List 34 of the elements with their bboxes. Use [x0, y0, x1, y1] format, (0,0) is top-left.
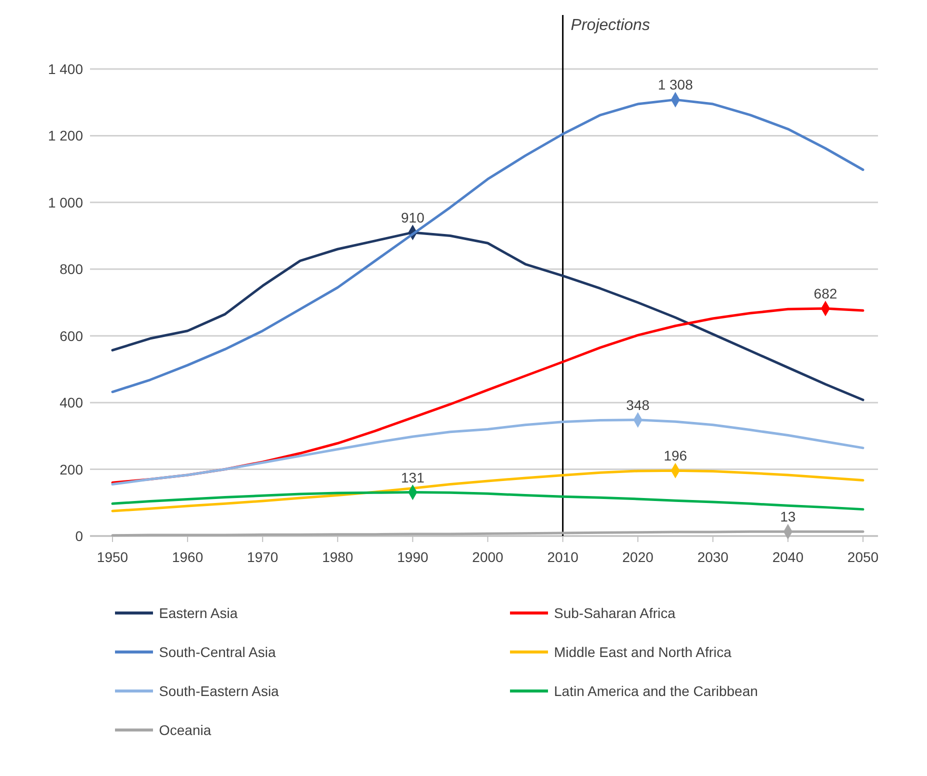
x-tick-label: 1970: [247, 549, 278, 565]
legend-label: Middle East and North Africa: [554, 644, 732, 660]
y-tick-label: 0: [75, 528, 84, 544]
data-label: 910: [401, 209, 425, 226]
x-tick-label: 2000: [472, 549, 504, 565]
y-tick-label: 400: [60, 394, 84, 411]
ref-line-label: Projections: [570, 17, 650, 34]
x-tick-label: 2010: [547, 549, 579, 565]
y-tick-label: 1 200: [48, 128, 84, 144]
data-label: 13: [780, 508, 796, 525]
y-tick-label: 1 000: [48, 194, 84, 210]
data-label: 348: [626, 396, 650, 413]
y-tick-label: 1 400: [48, 61, 84, 77]
x-tick-label: 2020: [622, 549, 654, 565]
x-tick-label: 1950: [96, 549, 128, 565]
y-tick-label: 200: [60, 461, 84, 478]
x-tick-label: 2030: [697, 549, 729, 565]
y-tick-label: 800: [60, 261, 84, 278]
legend-label: Sub-Saharan Africa: [554, 605, 676, 621]
x-tick-label: 2040: [772, 549, 804, 565]
legend-label: Eastern Asia: [159, 605, 238, 621]
legend-label: Oceania: [159, 722, 212, 738]
data-label: 196: [664, 448, 688, 464]
x-tick-label: 1960: [172, 549, 204, 565]
y-tick-label: 600: [60, 328, 84, 344]
x-tick-label: 2050: [847, 549, 879, 565]
x-tick-label: 1980: [322, 549, 354, 565]
legend-label: Latin America and the Caribbean: [554, 683, 758, 699]
legend-label: South-Central Asia: [159, 644, 276, 660]
data-label: 682: [814, 286, 838, 302]
legend-label: South-Eastern Asia: [159, 683, 280, 699]
x-tick-label: 1990: [397, 549, 428, 565]
data-label: 131: [401, 469, 425, 486]
data-label: 1 308: [658, 76, 694, 93]
